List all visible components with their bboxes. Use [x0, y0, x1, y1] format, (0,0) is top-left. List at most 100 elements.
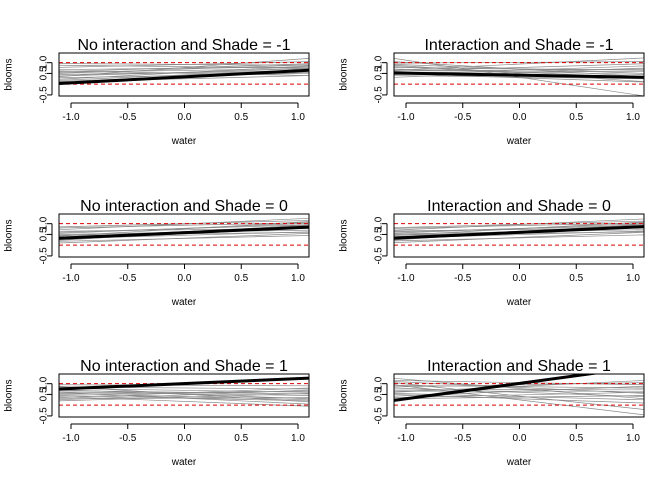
y-axis-label: blooms [339, 219, 350, 251]
plot-frame [58, 52, 310, 97]
x-tick-label: 0.0 [178, 112, 192, 123]
sample-line [394, 223, 644, 234]
y-axis-label: blooms [4, 379, 15, 411]
y-tick-label: -0.5 [374, 407, 385, 425]
x-tick-label: -1.0 [397, 273, 415, 284]
sample-line [394, 391, 644, 398]
mean-line [394, 225, 644, 240]
sample-line [394, 61, 644, 64]
x-tick-label: 1.0 [291, 112, 305, 123]
chart-panel-1: No interaction and Shade = -1 -1.0 -0.5 0.0… [4, 37, 310, 147]
plot-frame [58, 213, 310, 258]
x-tick-label: -0.5 [454, 433, 472, 444]
sample-line [394, 382, 644, 410]
y-axis: -0.5 0.51.0 [39, 376, 53, 425]
plot-frame [58, 373, 310, 418]
y-tick-label: 0.5 [374, 227, 385, 241]
y-tick-label: 0.5 [39, 227, 50, 241]
y-axis: -0.5 0.51.0 [39, 55, 53, 104]
sample-line [394, 222, 644, 229]
plot-lines [59, 58, 309, 86]
x-axis: -1.0 -0.5 0.0 0.5 1.0 [62, 102, 305, 123]
x-tick-label: 1.0 [291, 433, 305, 444]
sample-line [394, 231, 644, 243]
x-axis-label: water [171, 136, 197, 147]
chart-panel-4: Interaction and Shade = 0-1.0 -0.5 0.0 0.5 1… [339, 198, 645, 308]
mean-line [59, 225, 309, 240]
sample-line [59, 384, 309, 387]
panel-title: No interaction and Shade = 0 [80, 198, 288, 215]
y-tick-label: 1.0 [374, 55, 385, 69]
chart-panel-2: Interaction and Shade = -1 -1.0 -0.5 0.0 0.5… [339, 37, 645, 147]
y-axis-label: blooms [339, 58, 350, 90]
y-axis: -0.5 0.51.0 [39, 216, 53, 265]
y-tick-label: -0.5 [374, 247, 385, 265]
sample-line [59, 68, 309, 73]
x-axis: -1.0 -0.5 0.0 0.5 1.0 [62, 423, 305, 444]
x-axis: -1.0 -0.5 0.0 0.5 1.0 [397, 423, 640, 444]
panel-title: Interaction and Shade = -1 [424, 37, 613, 54]
chart-panel-5: No interaction and Shade = 1 -1.0 -0.5 0.0 0… [4, 358, 310, 468]
y-tick-label: 1.0 [39, 216, 50, 230]
sample-line [59, 389, 309, 401]
x-tick-label: 0.0 [178, 273, 192, 284]
plot-lines [59, 376, 309, 407]
x-tick-label: -1.0 [62, 273, 80, 284]
x-tick-label: -0.5 [119, 112, 137, 123]
plot-lines [394, 57, 644, 96]
sample-line [394, 64, 644, 82]
y-axis-label: blooms [4, 219, 15, 251]
y-tick-label: 0.5 [374, 387, 385, 401]
sample-line [59, 222, 309, 234]
x-tick-label: -1.0 [62, 112, 80, 123]
panel-title: Interaction and Shade = 1 [427, 358, 611, 375]
x-tick-label: 0.5 [234, 112, 248, 123]
y-tick-label: -0.5 [39, 247, 50, 265]
plot-frame [393, 373, 645, 418]
sample-line [59, 235, 309, 242]
plot-frame [393, 213, 645, 258]
x-tick-label: -0.5 [119, 433, 137, 444]
x-tick-label: 0.5 [569, 273, 583, 284]
sample-line [59, 220, 309, 228]
y-tick-label: -0.5 [374, 86, 385, 104]
y-tick-label: -0.5 [39, 86, 50, 104]
x-tick-label: 0.0 [513, 112, 527, 123]
x-axis: -1.0 -0.5 0.0 0.5 1.0 [397, 102, 640, 123]
x-axis-label: water [171, 297, 197, 308]
x-axis: -1.0 -0.5 0.0 0.5 1.0 [62, 263, 305, 284]
x-tick-label: 1.0 [626, 112, 640, 123]
x-tick-label: -1.0 [397, 112, 415, 123]
sample-line [394, 220, 644, 228]
y-tick-label: 1.0 [39, 376, 50, 390]
x-tick-label: 1.0 [626, 273, 640, 284]
y-tick-label: 0.5 [39, 66, 50, 80]
chart-panel-3: No interaction and Shade = 0 -1.0 -0.5 0.0 0… [4, 198, 310, 308]
y-axis: -0.5 0.51.0 [374, 55, 388, 104]
mean-line [394, 71, 644, 79]
x-tick-label: 1.0 [291, 273, 305, 284]
sample-line [59, 222, 309, 229]
mean-line [59, 68, 309, 86]
mean-line [394, 374, 600, 402]
sample-line [59, 58, 309, 77]
panel-title: No interaction and Shade = -1 [77, 37, 290, 54]
x-tick-label: -0.5 [454, 112, 472, 123]
x-axis-label: water [506, 297, 532, 308]
x-tick-label: -0.5 [454, 273, 472, 284]
chart-panel-6: Interaction and Shade = 1-1.0 -0.5 0.0 0.5 1… [339, 358, 645, 468]
mean-line [59, 376, 309, 391]
sample-line [394, 68, 644, 72]
y-axis-label: blooms [339, 379, 350, 411]
y-tick-label: 1.0 [374, 216, 385, 230]
x-tick-label: -1.0 [62, 433, 80, 444]
x-axis: -1.0 -0.5 0.0 0.5 1.0 [397, 263, 640, 284]
x-tick-label: 1.0 [626, 433, 640, 444]
sample-line [59, 64, 309, 69]
x-axis-label: water [506, 457, 532, 468]
sample-line [59, 391, 309, 396]
plot-lines [59, 217, 309, 246]
x-tick-label: 0.0 [513, 273, 527, 284]
y-tick-label: 1.0 [39, 55, 50, 69]
